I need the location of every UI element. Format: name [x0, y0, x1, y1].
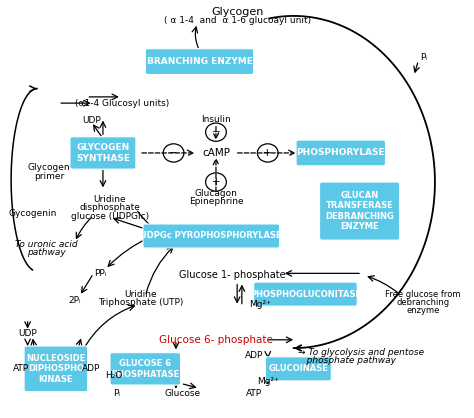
Text: GLYCOGEN
SYNTHASE: GLYCOGEN SYNTHASE — [76, 143, 130, 163]
Text: GLUCAN
TRANSFERASE
DEBRANCHING
ENZYME: GLUCAN TRANSFERASE DEBRANCHING ENZYME — [325, 191, 394, 231]
Text: BRANCHING ENZYME: BRANCHING ENZYME — [146, 57, 253, 66]
Text: Mg²⁺: Mg²⁺ — [257, 377, 279, 386]
FancyBboxPatch shape — [70, 137, 136, 169]
FancyBboxPatch shape — [254, 282, 357, 306]
Text: Glycogen: Glycogen — [211, 7, 264, 17]
Text: PPᵢ: PPᵢ — [94, 269, 107, 278]
Text: PHOSPHORYLASE: PHOSPHORYLASE — [296, 148, 385, 158]
FancyBboxPatch shape — [110, 353, 181, 385]
Text: Mg²⁺: Mg²⁺ — [249, 300, 271, 309]
Text: ATP: ATP — [13, 364, 29, 373]
Text: PHOSPHOGLUCONITASE: PHOSPHOGLUCONITASE — [250, 290, 361, 298]
Text: Glycogen: Glycogen — [27, 163, 70, 172]
Text: +: + — [212, 177, 220, 187]
Text: (α1-4 Glucosyl units): (α1-4 Glucosyl units) — [75, 99, 169, 108]
Text: primer: primer — [34, 172, 64, 181]
Text: 2Pᵢ: 2Pᵢ — [68, 296, 81, 305]
Text: Glucose: Glucose — [165, 389, 201, 398]
Text: −: − — [169, 148, 178, 158]
Text: H₂O: H₂O — [105, 372, 122, 380]
Text: Insulin: Insulin — [201, 115, 231, 124]
Text: To uronic acid: To uronic acid — [15, 240, 78, 249]
Text: Glucagon: Glucagon — [194, 189, 237, 198]
Text: Epinephrine: Epinephrine — [189, 197, 243, 206]
FancyBboxPatch shape — [143, 224, 280, 248]
FancyBboxPatch shape — [146, 49, 254, 74]
Text: +: + — [264, 148, 272, 158]
Text: GLUCOINASE: GLUCOINASE — [268, 364, 328, 373]
Text: Glucose 6- phosphate: Glucose 6- phosphate — [159, 335, 273, 345]
Text: Free glucose from: Free glucose from — [385, 290, 461, 298]
Text: debranching: debranching — [397, 298, 450, 307]
Text: glucose (UDPGlc): glucose (UDPGlc) — [71, 212, 149, 221]
Text: ADP: ADP — [245, 351, 263, 359]
Text: disphosphate: disphosphate — [80, 203, 140, 212]
Text: ( α 1-4  and  α 1-6 glucoayl unit): ( α 1-4 and α 1-6 glucoayl unit) — [164, 15, 311, 25]
FancyBboxPatch shape — [265, 357, 331, 381]
Text: UDP: UDP — [82, 117, 100, 125]
Text: Uridine: Uridine — [94, 195, 127, 204]
Text: cAMP: cAMP — [202, 148, 230, 158]
Text: phosphate pathway: phosphate pathway — [298, 356, 396, 365]
Text: pathway: pathway — [27, 248, 66, 257]
Text: Uridine: Uridine — [124, 290, 157, 298]
FancyBboxPatch shape — [319, 182, 400, 240]
Text: Glucose 1- phosphate: Glucose 1- phosphate — [179, 270, 286, 280]
Text: Pᵢ: Pᵢ — [419, 53, 427, 62]
Text: Gycogenin: Gycogenin — [8, 209, 56, 218]
FancyBboxPatch shape — [296, 140, 385, 166]
Text: enzyme: enzyme — [407, 306, 440, 315]
Text: −: − — [211, 127, 220, 137]
FancyBboxPatch shape — [24, 346, 88, 392]
Text: ADP: ADP — [82, 364, 100, 373]
Text: Pᵢ: Pᵢ — [113, 389, 119, 398]
Text: NUCLEOSIDE
DIPHOSPHO
KINASE: NUCLEOSIDE DIPHOSPHO KINASE — [26, 354, 85, 384]
Text: UDPGc PYROPHOSPHORYLASE: UDPGc PYROPHOSPHORYLASE — [140, 232, 282, 240]
Text: ATP: ATP — [246, 389, 262, 398]
Text: Triphosphate (UTP): Triphosphate (UTP) — [98, 298, 183, 307]
Text: UDP: UDP — [18, 329, 37, 338]
Text: → To glycolysis and pentose: → To glycolysis and pentose — [298, 348, 425, 357]
Text: GLUCOSE 6
PHOSPHATASE: GLUCOSE 6 PHOSPHATASE — [111, 359, 180, 379]
